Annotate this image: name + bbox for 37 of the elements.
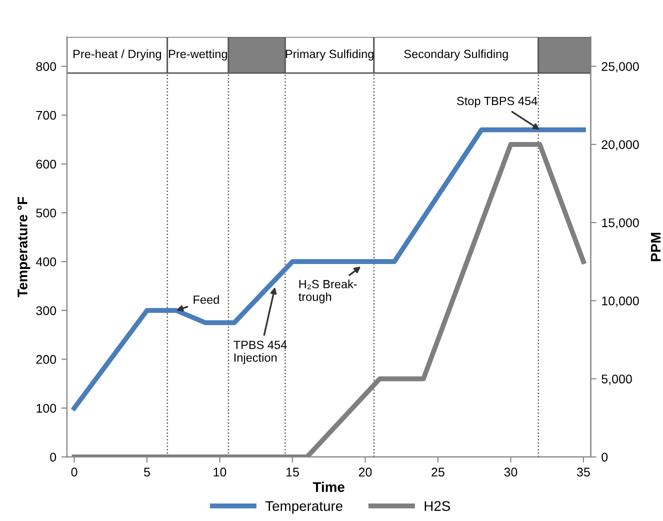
x-tick-label: 5 bbox=[144, 468, 150, 477]
band-label: Pre-wetting bbox=[169, 49, 227, 60]
x-tick-label: 15 bbox=[286, 468, 299, 477]
annotation: TPBS 454 Injection bbox=[234, 340, 287, 364]
x-axis-title: Time bbox=[312, 482, 344, 492]
y2-tick-label: 15,000 bbox=[602, 218, 639, 229]
x-tick-label: 35 bbox=[576, 468, 590, 477]
x-tick-label: 0 bbox=[71, 468, 78, 477]
y2-tick-label: 20,000 bbox=[602, 140, 639, 151]
y-axis-title: Temperature °F bbox=[18, 196, 30, 298]
annotation: Stop TBPS 454 bbox=[457, 96, 538, 108]
x-tick-label: 30 bbox=[504, 468, 518, 477]
band-label: Secondary Sulfiding bbox=[404, 49, 508, 60]
x-tick-label: 25 bbox=[432, 468, 444, 477]
y-tick-label: 800 bbox=[36, 62, 56, 71]
y-tick-label: 300 bbox=[36, 306, 56, 316]
annotation: Feed bbox=[194, 295, 219, 304]
legend-label: H2S bbox=[424, 501, 450, 511]
y-tick-label: 700 bbox=[36, 110, 56, 120]
y2-tick-label: 25,000 bbox=[602, 62, 639, 72]
x-tick-label: 10 bbox=[214, 468, 226, 477]
annotation: H₂S Break- trough bbox=[298, 280, 357, 304]
y-tick-label: 100 bbox=[36, 404, 56, 413]
y-tick-label: 500 bbox=[36, 208, 56, 218]
band-label: Pre-heat / Drying bbox=[74, 49, 162, 60]
legend-label: Temperature bbox=[265, 501, 342, 514]
y2-tick-label: 5,000 bbox=[602, 374, 632, 385]
band-label: Primary Sulfiding bbox=[286, 49, 374, 60]
y-tick-label: 200 bbox=[36, 355, 56, 364]
y-tick-label: 400 bbox=[36, 257, 56, 266]
line-series bbox=[72, 127, 586, 411]
y2-tick-label: 10,000 bbox=[602, 296, 639, 307]
y-tick-label: 0 bbox=[50, 452, 56, 462]
y2-tick-label: 0 bbox=[602, 452, 608, 462]
y-tick-label: 600 bbox=[36, 160, 56, 169]
y2-axis-title: PPM bbox=[651, 232, 661, 262]
x-tick-label: 20 bbox=[358, 468, 372, 477]
